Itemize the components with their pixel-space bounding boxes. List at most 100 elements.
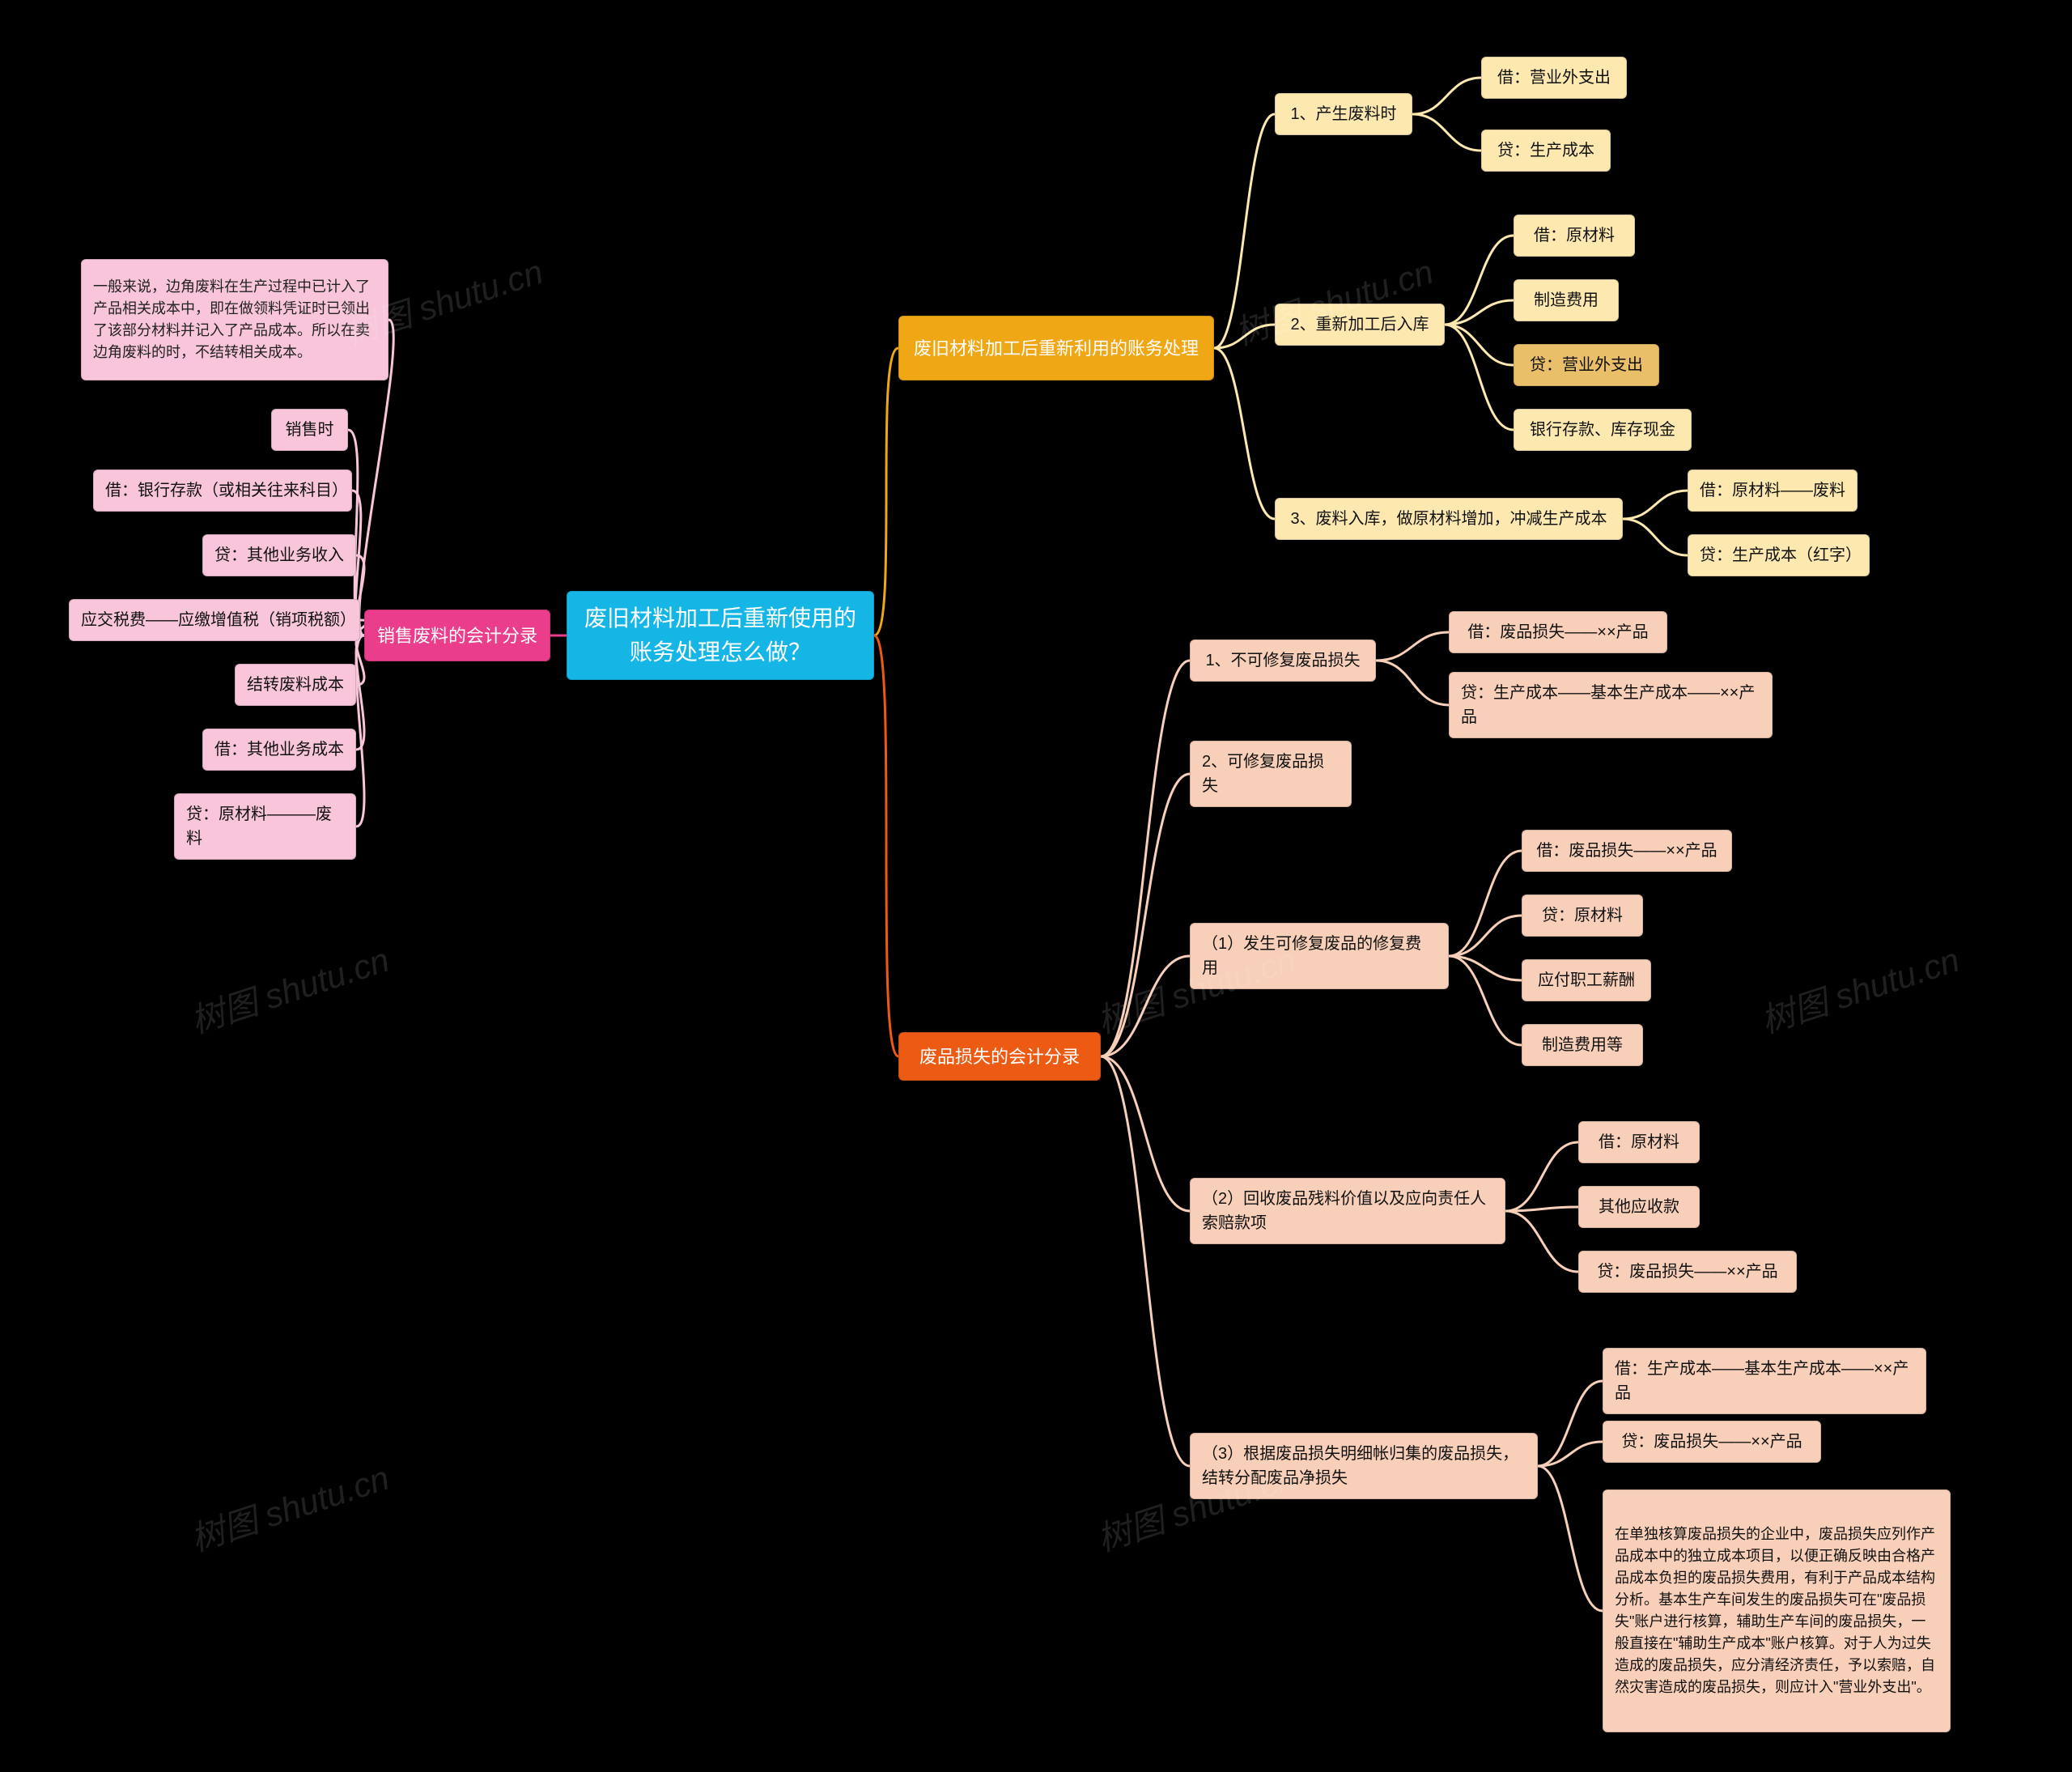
edge-reuse-reuse_2 xyxy=(1214,325,1275,348)
edge-reuse_3-reuse_3a xyxy=(1623,491,1688,519)
node-sales_tax[interactable]: 应交税费——应缴增值税（销项税额） xyxy=(69,599,360,641)
node-sales[interactable]: 销售废料的会计分录 xyxy=(364,610,550,661)
node-loss_2_2c[interactable]: 贷：废品损失——××产品 xyxy=(1578,1251,1797,1293)
node-text: （1）发生可修复废品的修复费用 xyxy=(1202,932,1437,980)
node-loss_2_1c[interactable]: 应付职工薪酬 xyxy=(1522,959,1651,1001)
edge-sales-sales_dr_cost xyxy=(356,635,364,750)
node-text: 贷：原材料———废料 xyxy=(186,802,344,851)
node-text: 在单独核算废品损失的企业中，废品损失应列作产品成本中的独立成本项目，以便正确反映… xyxy=(1615,1523,1938,1698)
node-loss_2_3c[interactable]: 在单独核算废品损失的企业中，废品损失应列作产品成本中的独立成本项目，以便正确反映… xyxy=(1603,1489,1951,1732)
node-reuse_3b[interactable]: 贷：生产成本（红字） xyxy=(1688,534,1870,576)
node-sales_dr_cost[interactable]: 借：其他业务成本 xyxy=(202,729,356,771)
node-reuse_2[interactable]: 2、重新加工后入库 xyxy=(1275,304,1445,346)
node-loss_2[interactable]: 2、可修复废品损失 xyxy=(1190,741,1352,807)
node-loss_2_2[interactable]: （2）回收废品残料价值以及应向责任人索赔款项 xyxy=(1190,1178,1505,1244)
edge-reuse_3-reuse_3b xyxy=(1623,519,1688,555)
edge-sales-sales_cr_mat xyxy=(356,635,364,827)
watermark: 树图 shutu.cn xyxy=(184,1451,395,1562)
node-text: 销售时 xyxy=(286,418,334,442)
node-text: 贷：废品损失——××产品 xyxy=(1597,1260,1777,1284)
edge-reuse_1-reuse_1a xyxy=(1412,78,1481,114)
edge-reuse_2-reuse_2b xyxy=(1445,300,1514,325)
node-text: 银行存款、库存现金 xyxy=(1530,418,1675,442)
node-reuse_2a[interactable]: 借：原材料 xyxy=(1514,215,1635,257)
node-text: 废旧材料加工后重新使用的账务处理怎么做？ xyxy=(579,601,862,669)
node-sales_note[interactable]: 一般来说，边角废料在生产过程中已计入了产品相关成本中，即在做领料凭证时已领出了该… xyxy=(81,259,388,380)
node-text: 借：生产成本——基本生产成本——××产品 xyxy=(1615,1357,1914,1405)
node-text: 废旧材料加工后重新利用的账务处理 xyxy=(914,335,1199,362)
edge-reuse_2-reuse_2c xyxy=(1445,325,1514,365)
node-text: 贷：营业外支出 xyxy=(1530,353,1643,377)
node-sales_cr_mat[interactable]: 贷：原材料———废料 xyxy=(174,793,356,860)
node-text: 贷：原材料 xyxy=(1542,903,1623,928)
edge-loss_2_3-loss_2_3b xyxy=(1538,1442,1603,1466)
edge-loss_2_3-loss_2_3c xyxy=(1538,1466,1603,1611)
node-root[interactable]: 废旧材料加工后重新使用的账务处理怎么做？ xyxy=(567,591,874,680)
node-loss_2_2a[interactable]: 借：原材料 xyxy=(1578,1121,1700,1163)
node-loss_2_1a[interactable]: 借：废品损失——××产品 xyxy=(1522,830,1732,872)
node-text: 贷：废品损失——××产品 xyxy=(1621,1430,1802,1454)
edge-reuse_1-reuse_1b xyxy=(1412,114,1481,151)
edge-loss_2_1-loss_2_1d xyxy=(1449,956,1522,1045)
node-reuse[interactable]: 废旧材料加工后重新利用的账务处理 xyxy=(898,316,1214,380)
node-text: 贷：其他业务收入 xyxy=(214,543,344,567)
node-text: 2、重新加工后入库 xyxy=(1290,312,1429,337)
edge-loss-loss_2_2 xyxy=(1101,1056,1190,1211)
node-loss_1a[interactable]: 借：废品损失——××产品 xyxy=(1449,611,1667,653)
edge-loss_2_2-loss_2_2a xyxy=(1505,1142,1578,1211)
node-loss_2_1[interactable]: （1）发生可修复废品的修复费用 xyxy=(1190,923,1449,989)
edge-loss_2_1-loss_2_1b xyxy=(1449,916,1522,956)
node-text: 应交税费——应缴增值税（销项税额） xyxy=(81,608,348,632)
node-loss_2_3b[interactable]: 贷：废品损失——××产品 xyxy=(1603,1421,1821,1463)
node-loss_1b[interactable]: 贷：生产成本——基本生产成本——××产品 xyxy=(1449,672,1773,738)
edge-loss_2_1-loss_2_1c xyxy=(1449,956,1522,980)
node-text: 结转废料成本 xyxy=(247,673,344,697)
edge-loss_1-loss_1a xyxy=(1376,632,1449,661)
node-text: 借：原材料 xyxy=(1599,1130,1679,1154)
node-reuse_2b[interactable]: 制造费用 xyxy=(1514,279,1619,321)
node-sales_when[interactable]: 销售时 xyxy=(271,409,348,451)
edge-loss-loss_2_1 xyxy=(1101,956,1190,1056)
watermark: 树图 shutu.cn xyxy=(1754,933,1965,1043)
node-reuse_1[interactable]: 1、产生废料时 xyxy=(1275,93,1412,135)
node-text: 1、产生废料时 xyxy=(1290,102,1396,126)
node-loss_2_1b[interactable]: 贷：原材料 xyxy=(1522,894,1643,937)
node-text: 贷：生产成本——基本生产成本——××产品 xyxy=(1461,681,1760,729)
edge-loss-loss_2 xyxy=(1101,774,1190,1056)
node-reuse_2c[interactable]: 贷：营业外支出 xyxy=(1514,344,1659,386)
node-text: 借：废品损失——××产品 xyxy=(1467,620,1648,644)
edge-root-reuse xyxy=(874,348,898,635)
node-loss_2_3a[interactable]: 借：生产成本——基本生产成本——××产品 xyxy=(1603,1348,1926,1414)
node-text: 废品损失的会计分录 xyxy=(919,1043,1080,1070)
edge-loss_2_3-loss_2_3a xyxy=(1538,1381,1603,1466)
node-text: 应付职工薪酬 xyxy=(1538,968,1635,992)
node-reuse_2d[interactable]: 银行存款、库存现金 xyxy=(1514,409,1692,451)
node-loss_2_3[interactable]: （3）根据废品损失明细帐归集的废品损失，结转分配废品净损失 xyxy=(1190,1433,1538,1499)
edge-root-loss xyxy=(874,635,898,1056)
node-text: 3、废料入库，做原材料增加，冲减生产成本 xyxy=(1290,507,1607,531)
node-text: 贷：生产成本（红字） xyxy=(1700,543,1858,567)
edge-loss_2_2-loss_2_2c xyxy=(1505,1211,1578,1272)
node-sales_cr_inc[interactable]: 贷：其他业务收入 xyxy=(202,534,356,576)
node-text: 2、可修复废品损失 xyxy=(1202,750,1340,798)
node-text: 制造费用 xyxy=(1534,288,1599,312)
edge-loss-loss_1 xyxy=(1101,661,1190,1056)
node-text: （3）根据废品损失明细帐归集的废品损失，结转分配废品净损失 xyxy=(1202,1442,1526,1490)
node-text: 借：其他业务成本 xyxy=(214,737,344,762)
node-text: 制造费用等 xyxy=(1542,1033,1623,1057)
node-reuse_1a[interactable]: 借：营业外支出 xyxy=(1481,57,1627,99)
node-text: （2）回收废品残料价值以及应向责任人索赔款项 xyxy=(1202,1187,1493,1235)
node-loss_2_2b[interactable]: 其他应收款 xyxy=(1578,1186,1700,1228)
edge-reuse-reuse_1 xyxy=(1214,114,1275,348)
node-reuse_3[interactable]: 3、废料入库，做原材料增加，冲减生产成本 xyxy=(1275,498,1623,540)
node-loss_1[interactable]: 1、不可修复废品损失 xyxy=(1190,640,1376,682)
node-sales_dr_bank[interactable]: 借：银行存款（或相关往来科目） xyxy=(93,470,352,512)
node-reuse_1b[interactable]: 贷：生产成本 xyxy=(1481,130,1611,172)
node-text: 借：原材料——废料 xyxy=(1700,478,1845,503)
node-loss[interactable]: 废品损失的会计分录 xyxy=(898,1032,1101,1081)
node-reuse_3a[interactable]: 借：原材料——废料 xyxy=(1688,470,1858,512)
watermark: 树图 shutu.cn xyxy=(184,933,395,1043)
node-loss_2_1d[interactable]: 制造费用等 xyxy=(1522,1024,1643,1066)
node-sales_carry[interactable]: 结转废料成本 xyxy=(235,664,356,706)
edge-loss-loss_2_3 xyxy=(1101,1056,1190,1466)
